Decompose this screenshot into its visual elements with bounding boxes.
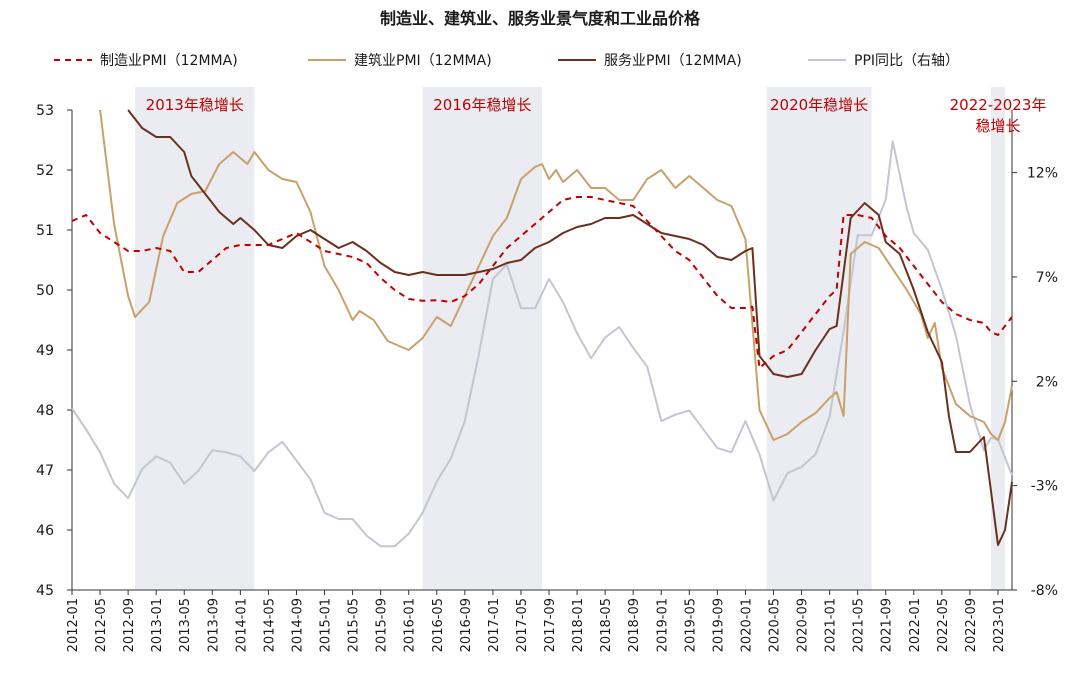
- x-axis-tick-label: 2013-01: [150, 598, 165, 652]
- x-axis-tick-label: 2020-09: [796, 598, 811, 652]
- policy-period-band: [990, 87, 1005, 590]
- x-axis-tick-label: 2014-09: [290, 598, 305, 652]
- policy-period-label: 2013年稳增长: [146, 96, 244, 114]
- x-axis-tick-label: 2012-09: [122, 598, 137, 652]
- left-axis-tick-label: 47: [36, 463, 54, 479]
- legend-label-ppi: PPI同比（右轴）: [854, 53, 959, 69]
- legend-item-ppi[interactable]: PPI同比（右轴）: [808, 53, 959, 69]
- x-axis-tick-label: 2016-05: [431, 598, 446, 652]
- x-axis-tick-label: 2018-01: [571, 598, 586, 652]
- x-axis-tick-label: 2021-01: [824, 598, 839, 652]
- left-axis-tick-label: 48: [36, 403, 54, 419]
- left-axis-tick-label: 45: [36, 583, 54, 599]
- legend-label-construction: 建筑业PMI（12MMA): [354, 53, 492, 69]
- x-axis-tick-label: 2022-01: [908, 598, 923, 652]
- legend-item-services[interactable]: 服务业PMI（12MMA): [558, 53, 742, 69]
- x-axis-tick-label: 2015-05: [347, 598, 362, 652]
- policy-period-label: 2016年稳增长: [433, 96, 531, 114]
- x-axis-tick-label: 2016-09: [459, 598, 474, 652]
- policy-period-label: 稳增长: [975, 117, 1020, 135]
- policy-period-label: 2020年稳增长: [770, 96, 868, 114]
- legend: 制造业PMI（12MMA) 建筑业PMI（12MMA) 服务业PMI（12MMA…: [54, 53, 959, 69]
- x-axis-tick-label: 2013-05: [178, 598, 193, 652]
- right-axis-tick-label: -3%: [1031, 479, 1058, 495]
- policy-period-band: [135, 87, 255, 590]
- x-axis-tick-label: 2012-05: [94, 598, 109, 652]
- x-axis-tick-label: 2022-05: [936, 598, 951, 652]
- left-axis-tick-label: 53: [36, 103, 54, 119]
- series-line-construction-pmi: [99, 109, 1013, 441]
- x-axis-tick-label: 2018-05: [599, 598, 614, 652]
- x-axis-tick-label: 2023-01: [992, 598, 1007, 652]
- series-line-manufacturing-pmi: [71, 196, 1013, 369]
- policy-period-label: 2022-2023年: [950, 96, 1047, 114]
- policy-period-band: [766, 87, 872, 590]
- x-axis-tick-label: 2015-01: [319, 598, 334, 652]
- series-lines: [71, 109, 1013, 548]
- axes: 45 46 47 48 49 50 51 52 53 -8% -3% 2% 7% 12% 2012-01 20…: [36, 103, 1058, 652]
- x-axis-tick-label: 2017-01: [487, 598, 502, 652]
- x-axis-tick-label: 2019-09: [711, 598, 726, 652]
- x-axis-tick-label: 2015-09: [375, 598, 390, 652]
- x-axis-tick-label: 2022-09: [964, 598, 979, 652]
- series-line-services-pmi: [127, 109, 1013, 546]
- x-axis-tick-label: 2017-05: [515, 598, 530, 652]
- x-axis-tick-label: 2014-01: [234, 598, 249, 652]
- policy-periods: [135, 87, 1005, 590]
- right-axis-tick-label: 7%: [1036, 270, 1058, 286]
- x-axis-tick-label: 2016-01: [403, 598, 418, 652]
- x-axis-tick-label: 2020-01: [739, 598, 754, 652]
- legend-label-manufacturing: 制造业PMI（12MMA): [100, 53, 238, 69]
- right-axis-tick-label: 12%: [1027, 166, 1058, 182]
- left-axis-tick-label: 46: [36, 523, 54, 539]
- x-axis-tick-label: 2020-05: [767, 598, 782, 652]
- chart-title: 制造业、建筑业、服务业景气度和工业品价格: [380, 9, 701, 28]
- legend-label-services: 服务业PMI（12MMA): [604, 53, 742, 69]
- x-axis-tick-label: 2014-05: [262, 598, 277, 652]
- x-axis-tick-label: 2012-01: [66, 598, 81, 652]
- right-axis-tick-label: 2%: [1036, 374, 1058, 390]
- left-axis-tick-label: 49: [36, 343, 54, 359]
- x-axis-tick-label: 2017-09: [543, 598, 558, 652]
- left-axis-tick-label: 51: [36, 223, 54, 239]
- legend-item-construction[interactable]: 建筑业PMI（12MMA): [308, 53, 492, 69]
- x-axis-tick-label: 2021-05: [852, 598, 867, 652]
- x-axis-tick-label: 2013-09: [206, 598, 221, 652]
- x-axis-tick-label: 2018-09: [627, 598, 642, 652]
- legend-item-manufacturing[interactable]: 制造业PMI（12MMA): [54, 53, 238, 69]
- left-axis-tick-label: 50: [36, 283, 54, 299]
- x-axis-tick-label: 2019-01: [655, 598, 670, 652]
- x-axis-tick-label: 2021-09: [880, 598, 895, 652]
- right-axis-tick-label: -8%: [1031, 583, 1058, 599]
- x-axis-tick-label: 2019-05: [683, 598, 698, 652]
- left-axis-tick-label: 52: [36, 163, 54, 179]
